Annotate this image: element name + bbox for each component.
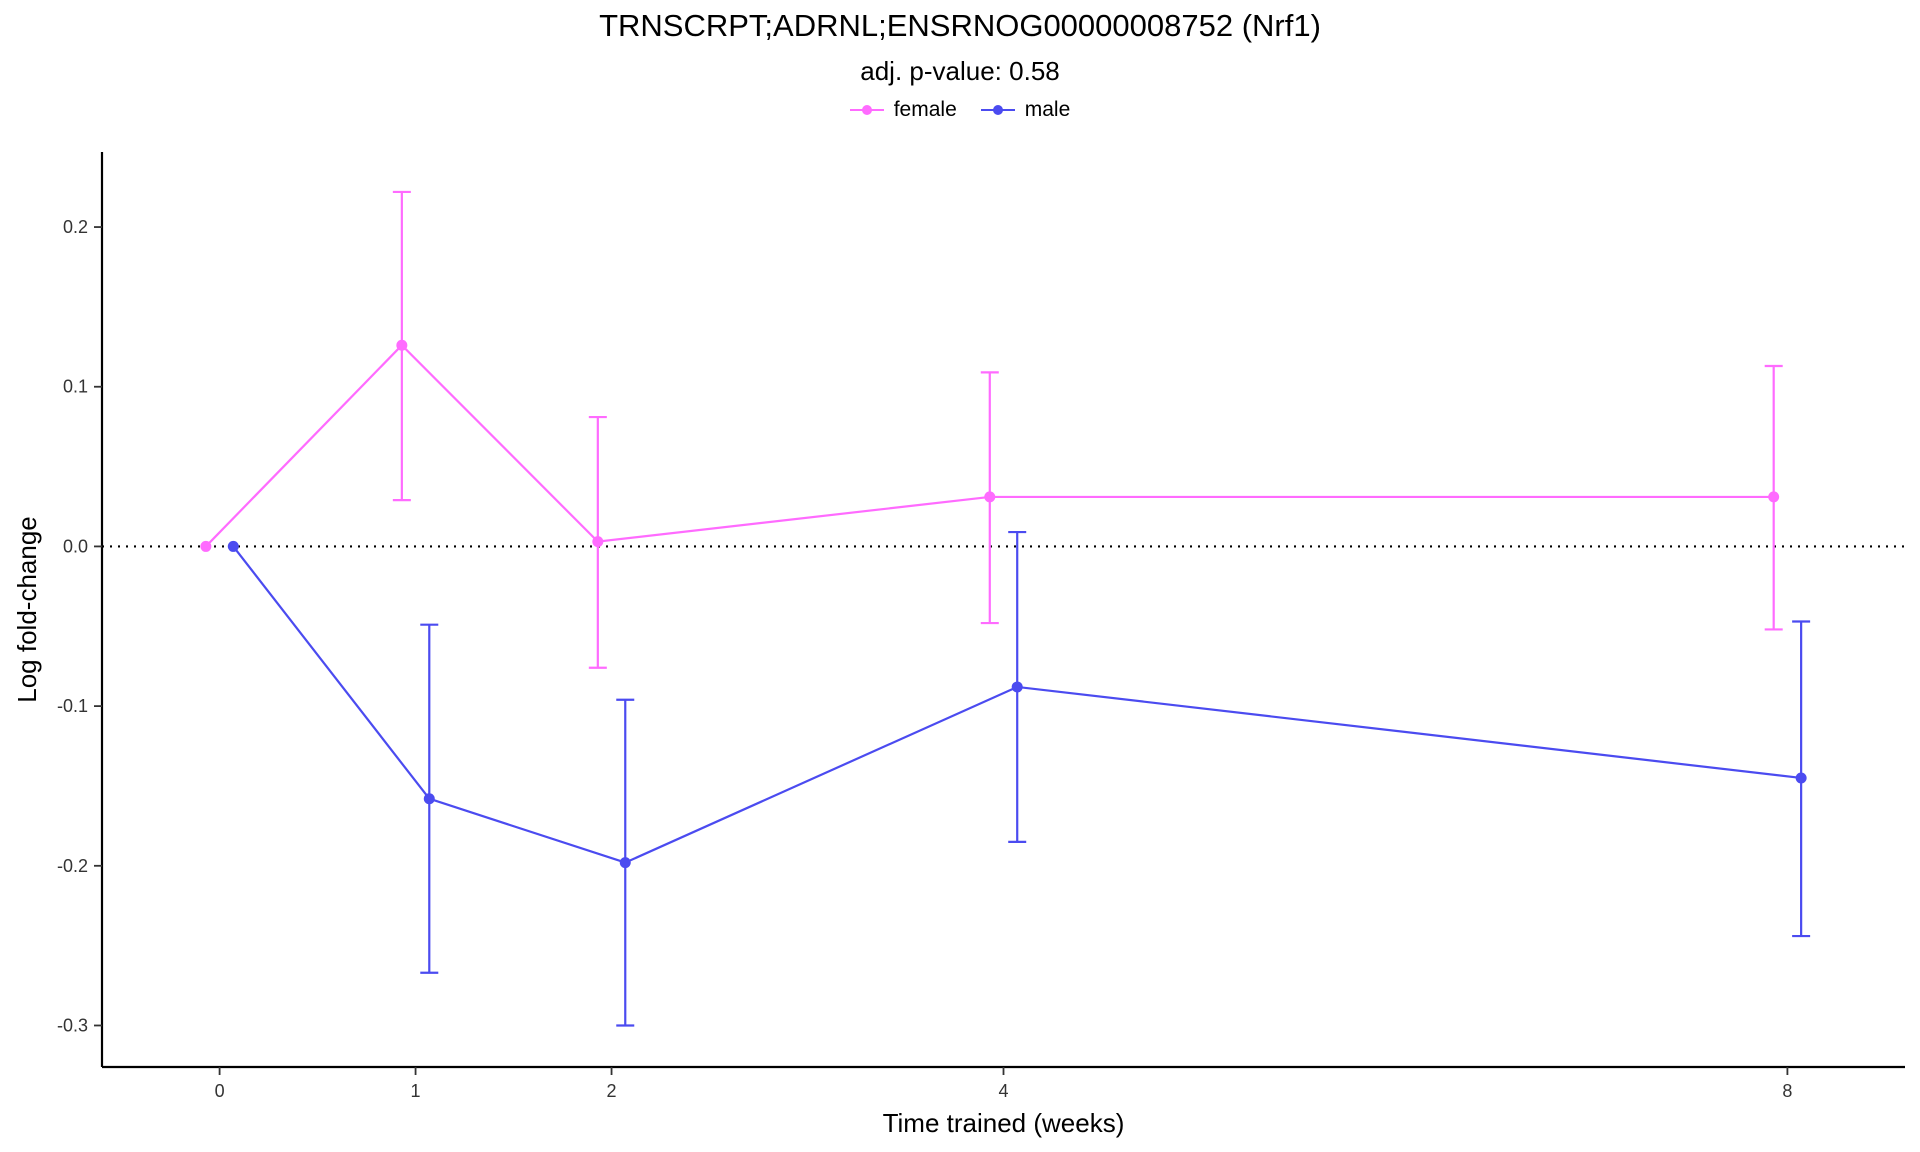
legend-key-female — [849, 100, 884, 120]
y-tick-label: 0.2 — [63, 217, 88, 237]
legend-label-female: female — [893, 98, 957, 121]
y-tick-label: -0.3 — [57, 1015, 88, 1035]
data-point-male — [1011, 681, 1023, 693]
data-point-female — [396, 339, 408, 351]
legend-key-male — [980, 100, 1015, 120]
data-point-female — [592, 536, 604, 548]
x-tick-label: 8 — [1782, 1081, 1792, 1101]
y-tick-label: -0.2 — [57, 856, 88, 876]
x-tick-label: 2 — [607, 1081, 617, 1101]
data-point-male — [619, 857, 631, 869]
y-tick-label: 0.1 — [63, 377, 88, 397]
legend-item-male: male — [980, 98, 1071, 122]
chart-title: TRNSCRPT;ADRNL;ENSRNOG00000008752 (Nrf1) — [599, 8, 1321, 43]
y-tick-label: 0.0 — [63, 536, 88, 556]
x-tick-label: 0 — [215, 1081, 225, 1101]
legend: female male — [0, 98, 1920, 122]
x-tick-label: 4 — [998, 1081, 1008, 1101]
legend-item-female: female — [849, 98, 957, 122]
chart-subtitle: adj. p-value: 0.58 — [860, 56, 1060, 86]
legend-label-male: male — [1024, 98, 1071, 121]
x-axis-title: Time trained (weeks) — [883, 1108, 1125, 1138]
data-point-female — [984, 491, 996, 503]
y-axis-title: Log fold-change — [12, 516, 42, 702]
y-tick-label: -0.1 — [57, 696, 88, 716]
data-point-female — [1768, 491, 1780, 503]
data-point-male — [423, 793, 435, 805]
data-point-female — [200, 540, 212, 552]
data-point-male — [1795, 772, 1807, 784]
data-point-male — [227, 540, 239, 552]
x-tick-label: 1 — [411, 1081, 421, 1101]
